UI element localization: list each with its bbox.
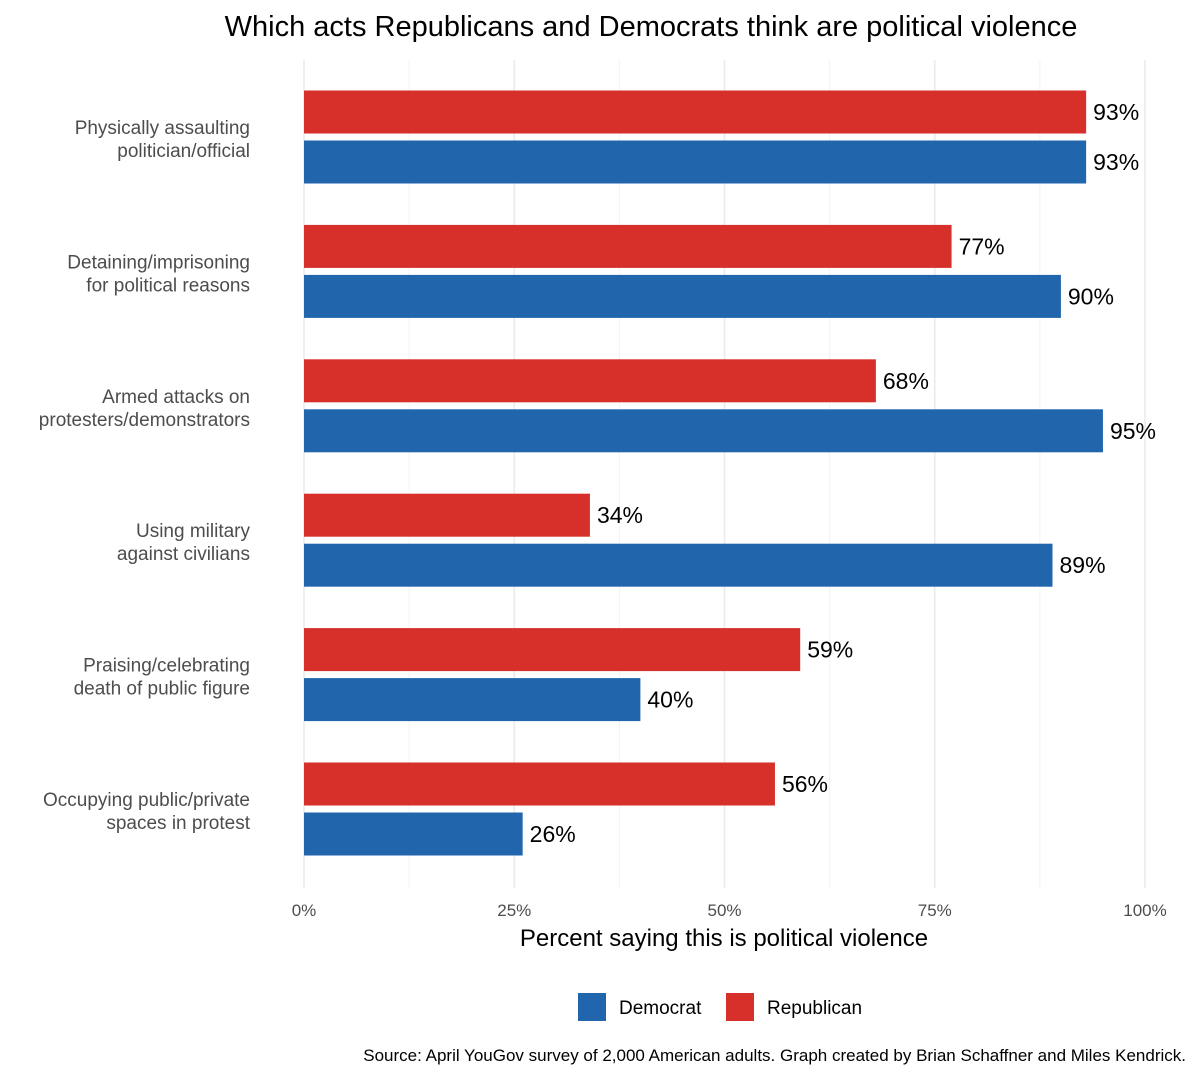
- bar-value-label: 89%: [1059, 552, 1105, 578]
- bar-democrat: [304, 812, 523, 856]
- legend-key-republican: [726, 993, 754, 1021]
- bar-democrat: [304, 140, 1087, 184]
- legend: Democrat Republican: [578, 993, 862, 1021]
- category-label: Armed attacks on: [102, 387, 250, 408]
- category-label: Occupying public/private: [43, 790, 250, 811]
- x-tick-label: 50%: [707, 901, 741, 920]
- legend-label: Democrat: [619, 998, 702, 1019]
- x-tick-label: 0%: [292, 901, 317, 920]
- x-axis-title: Percent saying this is political violenc…: [520, 925, 928, 952]
- category-label: for political reasons: [86, 275, 250, 296]
- bar-republican: [304, 628, 801, 672]
- category-label: politician/official: [117, 141, 250, 162]
- category-label: Using military: [136, 521, 251, 542]
- bar-value-labels: 93% 93% 77% 90% 68% 95% 34% 89% 59% 40% 56% 26%: [530, 99, 1156, 847]
- bar-value-label: 56%: [782, 771, 828, 797]
- bar-value-label: 34%: [597, 502, 643, 528]
- legend-key-democrat: [578, 993, 606, 1021]
- gridlines: [303, 60, 1146, 888]
- chart-title: Which acts Republicans and Democrats thi…: [225, 11, 1078, 43]
- bar-democrat: [304, 678, 641, 722]
- category-label: death of public figure: [74, 679, 250, 700]
- x-tick-label: 100%: [1123, 901, 1166, 920]
- bar-value-label: 95%: [1110, 418, 1156, 444]
- bar-value-label: 59%: [807, 637, 853, 663]
- bar-value-label: 93%: [1093, 99, 1139, 125]
- bars: [304, 90, 1103, 856]
- bar-value-label: 26%: [530, 821, 576, 847]
- category-label: against civilians: [117, 544, 250, 565]
- x-tick-label: 25%: [497, 901, 531, 920]
- bar-republican: [304, 90, 1087, 134]
- caption: Source: April YouGov survey of 2,000 Ame…: [363, 1046, 1186, 1065]
- category-label: Physically assaulting: [75, 118, 250, 139]
- bar-value-label: 93%: [1093, 149, 1139, 175]
- x-axis-tick-labels: 0% 25% 50% 75% 100%: [292, 901, 1167, 920]
- bar-republican: [304, 224, 952, 268]
- category-label: protesters/demonstrators: [39, 410, 250, 431]
- bar-democrat: [304, 543, 1053, 587]
- bar-republican: [304, 493, 590, 537]
- bar-value-label: 77%: [959, 233, 1005, 259]
- bar-democrat: [304, 409, 1103, 453]
- bar-republican: [304, 762, 775, 806]
- bar-republican: [304, 359, 876, 403]
- bar-value-label: 40%: [647, 687, 693, 713]
- legend-label: Republican: [767, 998, 862, 1019]
- bar-value-label: 90%: [1068, 283, 1114, 309]
- category-label: Detaining/imprisoning: [67, 252, 250, 273]
- bar-democrat: [304, 274, 1061, 318]
- bar-value-label: 68%: [883, 368, 929, 394]
- category-label: spaces in protest: [106, 813, 250, 834]
- x-tick-label: 75%: [918, 901, 952, 920]
- category-labels: Physically assaultingpolitician/official…: [39, 118, 251, 834]
- category-label: Praising/celebrating: [83, 656, 250, 677]
